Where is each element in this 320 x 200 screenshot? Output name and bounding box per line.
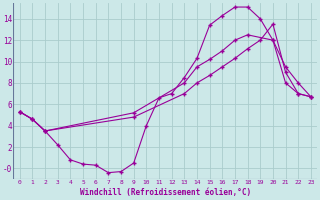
X-axis label: Windchill (Refroidissement éolien,°C): Windchill (Refroidissement éolien,°C) <box>80 188 251 197</box>
